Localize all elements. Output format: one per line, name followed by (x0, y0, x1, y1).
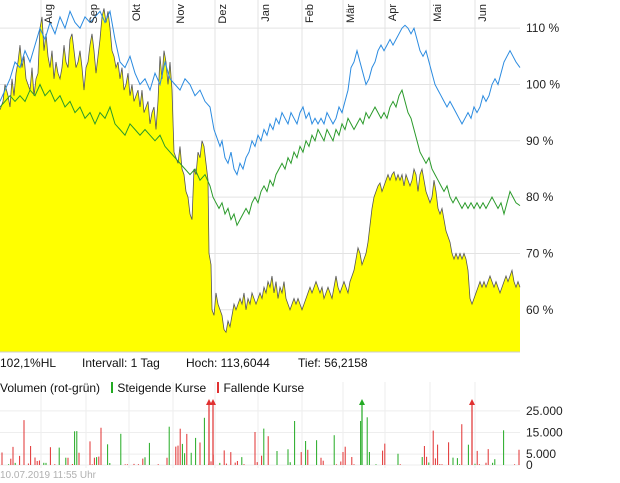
low-label: Tief: 56,2158 (298, 356, 368, 370)
volume-tick-label: 15.000 (526, 426, 563, 440)
falling-legend-label: Fallende Kurse (223, 381, 305, 395)
volume-overflow-arrow (206, 399, 212, 405)
price-tick-label: 70 % (526, 246, 554, 260)
timestamp-footer: 10.07.2019 11:55 Uhr (0, 470, 97, 481)
price-axis-labels: 110 % 100 % 90 % 80 % 70 % 60 % (526, 21, 560, 317)
interval-label: Intervall: 1 Tag (82, 356, 160, 370)
falling-swatch (217, 382, 220, 393)
rising-legend-label: Steigende Kurse (117, 381, 207, 395)
price-chart: Aug Sep Okt Nov Dez Jan Feb Mär Apr Mai Jun 110 %1… (0, 0, 563, 470)
line-series-2 (0, 83, 521, 227)
price-tick-label: 80 % (526, 190, 554, 204)
volume-overflow-arrow (210, 399, 216, 405)
volume-overflow-arrow (469, 399, 475, 405)
month-tick-label: Dez (217, 4, 229, 24)
volume-title: Volumen (rot-grün) (0, 381, 101, 395)
month-tick-label: Mär (345, 4, 357, 23)
line-series-1 (0, 9, 521, 176)
month-tick-label: Okt (131, 4, 143, 21)
volume-gridlines (0, 410, 520, 466)
month-tick-label: Apr (387, 4, 399, 21)
month-tick-label: Jan (260, 4, 272, 22)
volume-legend: Volumen (rot-grün) Steigende Kurse Falle… (0, 381, 304, 395)
price-tick-label: 90 % (526, 134, 554, 148)
volume-tick-label: 25.000 (526, 404, 563, 418)
area-series-fill (0, 8, 520, 353)
high-label: Hoch: 113,6044 (186, 356, 270, 370)
price-tick-label: 100 % (526, 77, 560, 91)
volume-tick-label: 0 (526, 458, 533, 470)
current-value: 102,1%HL (0, 356, 57, 370)
volume-overflow-arrow (359, 399, 365, 405)
month-tick-label: Jun (477, 4, 489, 22)
price-series (0, 8, 521, 353)
month-tick-label: Aug (43, 4, 55, 24)
price-tick-label: 110 % (526, 21, 559, 35)
month-tick-label: Mai (432, 4, 444, 22)
volume-bars (1, 399, 520, 465)
month-tick-label: Feb (304, 4, 316, 23)
price-tick-label: 60 % (526, 303, 554, 317)
volume-tick-label: 5.000 (526, 447, 556, 461)
month-tick-label: Sep (88, 4, 100, 24)
area-series-outline (0, 8, 521, 334)
month-tick-label: Nov (175, 4, 187, 24)
month-labels: Aug Sep Okt Nov Dez Jan Feb Mär Apr Mai Jun (43, 4, 489, 24)
rising-swatch (111, 382, 114, 393)
